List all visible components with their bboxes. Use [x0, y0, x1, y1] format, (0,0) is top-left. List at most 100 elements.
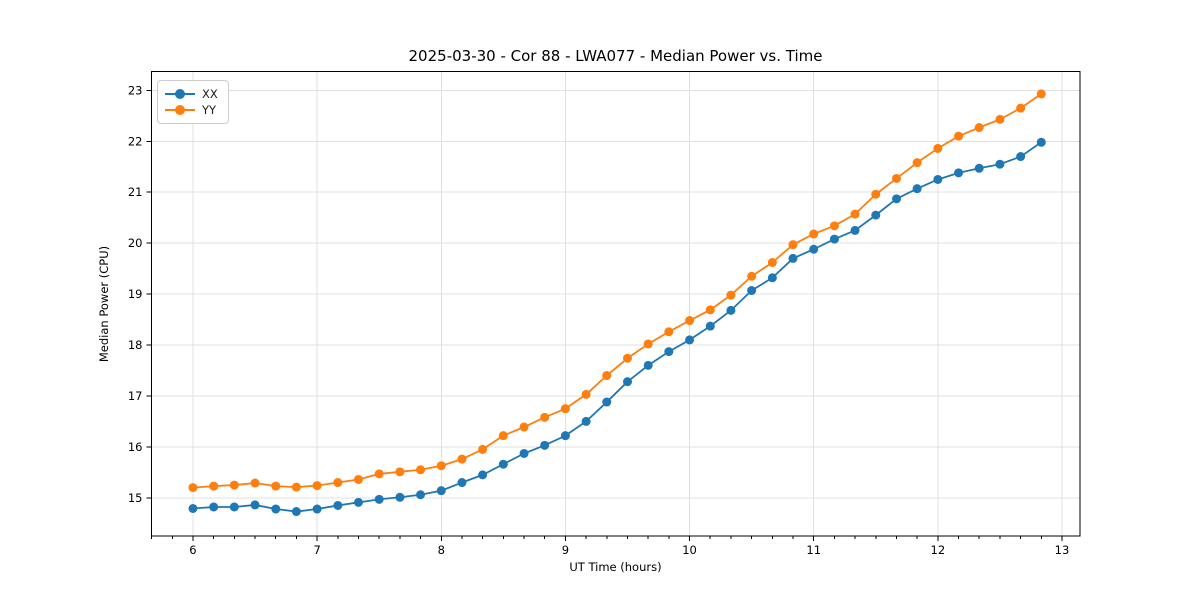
y-tick-label: 16 — [128, 440, 143, 454]
data-point-yy — [622, 353, 632, 363]
data-point-xx — [395, 492, 405, 502]
data-point-yy — [974, 123, 984, 133]
data-point-yy — [436, 461, 446, 471]
data-point-xx — [416, 490, 426, 500]
data-point-xx — [788, 253, 798, 263]
y-tick-label: 17 — [128, 389, 143, 403]
data-point-xx — [705, 321, 715, 331]
data-point-xx — [229, 502, 239, 512]
y-tick-label: 18 — [128, 338, 143, 352]
data-point-yy — [581, 389, 591, 399]
data-point-xx — [560, 431, 570, 441]
data-point-xx — [664, 347, 674, 357]
axes-frame — [151, 71, 1081, 537]
legend-label-yy: YY — [202, 103, 217, 117]
data-point-xx — [974, 163, 984, 173]
data-point-xx — [457, 478, 467, 488]
data-point-yy — [685, 316, 695, 326]
data-point-xx — [954, 168, 964, 178]
data-point-xx — [291, 507, 301, 517]
legend-item-xx: XX — [165, 86, 220, 102]
x-axis-label: UT Time (hours) — [569, 560, 662, 574]
data-point-xx — [498, 459, 508, 469]
data-point-xx — [540, 440, 550, 450]
x-tick-label: 13 — [1055, 543, 1070, 557]
y-tick-label: 22 — [128, 134, 143, 148]
chart-title: 2025-03-30 - Cor 88 - LWA077 - Median Po… — [408, 47, 823, 65]
data-point-xx — [892, 194, 902, 204]
data-point-yy — [271, 481, 281, 491]
data-point-xx — [312, 504, 322, 514]
data-point-yy — [395, 467, 405, 477]
data-point-xx — [353, 497, 363, 507]
x-tick-label: 7 — [313, 543, 320, 557]
y-tick-label: 15 — [128, 491, 143, 505]
data-point-yy — [250, 478, 260, 488]
data-point-yy — [457, 454, 467, 464]
data-point-yy — [892, 173, 902, 183]
legend: XX YY — [157, 80, 229, 124]
data-point-yy — [747, 271, 757, 281]
data-point-yy — [353, 474, 363, 484]
data-point-yy — [478, 444, 488, 454]
data-point-xx — [374, 494, 384, 504]
data-point-yy — [229, 480, 239, 490]
data-point-xx — [209, 502, 219, 512]
x-tick-label: 8 — [438, 543, 445, 557]
data-point-xx — [188, 504, 198, 513]
x-tick-label: 10 — [682, 543, 697, 557]
data-point-yy — [416, 465, 426, 475]
data-point-xx — [643, 360, 653, 370]
data-point-yy — [1016, 103, 1026, 113]
data-point-yy — [188, 483, 198, 493]
data-point-yy — [809, 229, 819, 239]
legend-swatch-yy — [165, 104, 195, 116]
data-point-xx — [871, 210, 881, 220]
data-point-yy — [664, 327, 674, 337]
data-point-xx — [1036, 137, 1046, 147]
data-point-xx — [767, 273, 777, 283]
data-point-xx — [1016, 152, 1026, 162]
legend-swatch-xx — [165, 88, 195, 100]
data-point-xx — [809, 244, 819, 254]
legend-label-xx: XX — [202, 87, 218, 101]
y-tick-label: 23 — [128, 83, 143, 97]
data-point-xx — [726, 305, 736, 315]
series-line-xx — [192, 141, 1043, 513]
data-point-xx — [250, 500, 260, 510]
data-point-yy — [643, 339, 653, 349]
legend-item-yy: YY — [165, 102, 220, 118]
data-point-xx — [519, 448, 529, 458]
x-tick-label: 12 — [931, 543, 946, 557]
y-tick-label: 19 — [128, 287, 143, 301]
data-point-yy — [933, 143, 943, 153]
series-line-yy — [192, 93, 1043, 489]
data-point-yy — [209, 481, 219, 491]
data-point-yy — [995, 114, 1005, 124]
data-point-yy — [954, 131, 964, 141]
data-point-xx — [685, 335, 695, 345]
data-point-xx — [436, 486, 446, 496]
data-point-yy — [333, 478, 343, 488]
data-point-xx — [829, 234, 839, 244]
data-point-xx — [933, 174, 943, 184]
x-tick-label: 9 — [562, 543, 569, 557]
data-point-yy — [788, 240, 798, 250]
data-point-yy — [767, 258, 777, 267]
data-point-yy — [829, 221, 839, 231]
data-point-yy — [1036, 89, 1046, 99]
data-point-yy — [871, 189, 881, 199]
data-point-yy — [705, 305, 715, 315]
y-tick-label: 21 — [128, 185, 143, 199]
data-point-yy — [519, 422, 529, 432]
data-point-yy — [912, 158, 922, 168]
data-point-xx — [622, 377, 632, 387]
data-point-xx — [995, 159, 1005, 169]
data-point-yy — [602, 371, 612, 381]
y-tick-label: 20 — [128, 236, 143, 250]
data-point-yy — [850, 209, 860, 219]
data-point-yy — [540, 412, 550, 422]
data-point-xx — [478, 470, 488, 480]
